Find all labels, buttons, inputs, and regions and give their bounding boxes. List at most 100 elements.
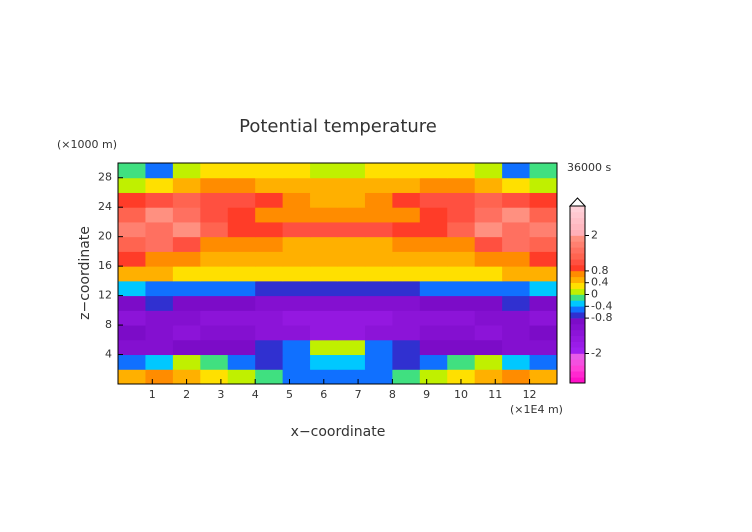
heatmap-cell xyxy=(337,192,366,208)
heatmap-cell xyxy=(118,221,146,238)
heatmap-cell xyxy=(200,163,229,179)
heatmap-cell xyxy=(282,207,311,223)
heatmap-cell xyxy=(118,369,146,385)
heatmap-cell xyxy=(364,266,393,282)
heatmap-cell xyxy=(337,369,366,385)
y-unit: (×1000 m) xyxy=(57,138,117,151)
heatmap-cell xyxy=(282,192,311,208)
heatmap-cell xyxy=(419,310,448,326)
heatmap-cell xyxy=(364,192,393,208)
heatmap-cell xyxy=(310,192,338,208)
colorbar-band xyxy=(570,270,585,278)
x-tick-label: 6 xyxy=(320,388,327,401)
heatmap-cell xyxy=(200,354,229,370)
heatmap-cell xyxy=(118,192,146,208)
colorbar-band xyxy=(570,276,585,283)
heatmap-cell xyxy=(474,221,503,238)
heatmap-cell xyxy=(447,369,476,385)
heatmap-cell xyxy=(310,280,338,297)
y-tick-label: 4 xyxy=(105,348,112,361)
x-tick-label: 9 xyxy=(423,388,430,401)
heatmap-cell xyxy=(255,236,284,252)
y-tick-label: 8 xyxy=(105,318,112,331)
heatmap-cell xyxy=(200,207,229,223)
heatmap-cell xyxy=(364,221,393,238)
heatmap-cell xyxy=(364,295,393,311)
colorbar-tick-label: -2 xyxy=(591,347,602,360)
x-axis-label: x−coordinate xyxy=(291,424,386,440)
heatmap-cell xyxy=(227,236,256,252)
heatmap-cell xyxy=(282,221,311,238)
heatmap-cell xyxy=(172,192,201,208)
heatmap-cell xyxy=(227,295,256,311)
heatmap-cell xyxy=(419,192,448,208)
heatmap-cell xyxy=(447,325,476,341)
heatmap-cell xyxy=(529,207,558,223)
heatmap-cell xyxy=(337,221,366,238)
colorbar-band xyxy=(570,206,585,213)
heatmap-cell xyxy=(310,236,338,252)
colorbar-band xyxy=(570,241,585,248)
heatmap-cell xyxy=(118,280,146,297)
heatmap-cell xyxy=(172,369,201,385)
heatmap-cell xyxy=(118,163,146,179)
heatmap-cell xyxy=(200,251,229,267)
heatmap-cell xyxy=(474,295,503,311)
heatmap-cell xyxy=(118,266,146,282)
colorbar-band xyxy=(570,318,585,325)
heatmap-cell xyxy=(118,354,146,370)
heatmap-cell xyxy=(447,280,476,297)
heatmap-cell xyxy=(392,354,421,370)
heatmap-cell xyxy=(392,207,421,223)
colorbar-band xyxy=(570,259,585,266)
heatmap-cell xyxy=(227,192,256,208)
heatmap-cell xyxy=(419,369,448,385)
heatmap-cell xyxy=(419,251,448,267)
heatmap-cell xyxy=(529,163,558,179)
heatmap-cell xyxy=(200,266,229,282)
heatmap-cell xyxy=(474,325,503,341)
heatmap-cell xyxy=(474,163,503,179)
heatmap-cell xyxy=(145,295,174,311)
heatmap-cell xyxy=(447,207,476,223)
colorbar-band xyxy=(570,359,585,366)
heatmap-cell xyxy=(310,163,338,179)
heatmap-cell xyxy=(502,310,531,326)
heatmap-cell xyxy=(200,325,229,341)
heatmap-cell xyxy=(392,221,421,238)
heatmap-cell xyxy=(172,310,201,326)
heatmap-cell xyxy=(392,325,421,341)
heatmap-cell xyxy=(227,251,256,267)
heatmap-cell xyxy=(227,280,256,297)
heatmap-cell xyxy=(337,207,366,223)
heatmap-cell xyxy=(172,266,201,282)
heatmap-cell xyxy=(145,310,174,326)
heatmap-cell xyxy=(447,177,476,193)
heatmap-cell xyxy=(255,266,284,282)
colorbar-band xyxy=(570,288,585,295)
heatmap-cell xyxy=(392,163,421,179)
x-tick-label: 3 xyxy=(217,388,224,401)
heatmap-cell xyxy=(337,266,366,282)
heatmap-cell xyxy=(474,207,503,223)
y-tick-label: 20 xyxy=(98,230,112,243)
heatmap-cell xyxy=(145,354,174,370)
heatmap-cell xyxy=(447,310,476,326)
heatmap-cell xyxy=(419,177,448,193)
heatmap-cell xyxy=(502,325,531,341)
heatmap-cell xyxy=(227,339,256,356)
heatmap-cell xyxy=(364,163,393,179)
heatmap-cell xyxy=(172,236,201,252)
heatmap-cell xyxy=(255,339,284,356)
heatmap-cell xyxy=(255,310,284,326)
heatmap-cell xyxy=(502,177,531,193)
heatmap-cell xyxy=(282,280,311,297)
heatmap-cell xyxy=(282,236,311,252)
colorbar-band xyxy=(570,211,585,219)
x-unit: (×1E4 m) xyxy=(510,403,563,416)
heatmap-cell xyxy=(255,163,284,179)
heatmap-cell xyxy=(200,177,229,193)
heatmap-cell xyxy=(145,280,174,297)
heatmap-cell xyxy=(364,280,393,297)
